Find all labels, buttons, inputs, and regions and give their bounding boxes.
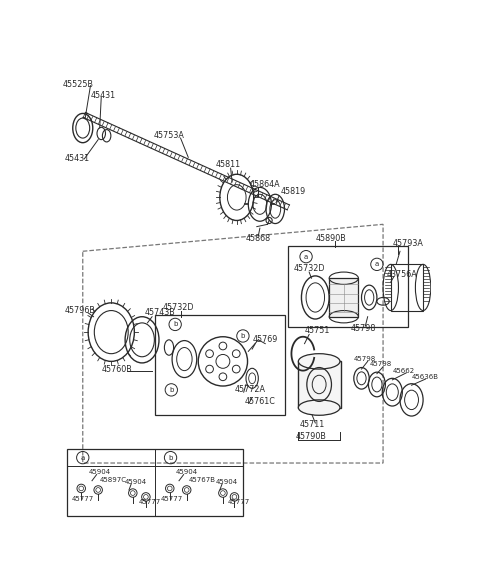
Text: 45798: 45798 <box>351 324 376 333</box>
Bar <box>155 315 285 415</box>
Text: 45636B: 45636B <box>411 374 439 380</box>
Text: 45753A: 45753A <box>154 131 184 140</box>
Text: a: a <box>375 261 379 267</box>
Text: 45904: 45904 <box>176 469 198 475</box>
Text: 45743B: 45743B <box>144 308 175 318</box>
Text: 45798: 45798 <box>354 356 376 362</box>
Text: 45760B: 45760B <box>101 364 132 374</box>
Text: 45904: 45904 <box>89 469 111 475</box>
Text: 45793A: 45793A <box>392 239 423 248</box>
Text: 45897C: 45897C <box>100 477 127 483</box>
Bar <box>288 246 408 327</box>
Text: 45732D: 45732D <box>163 303 194 312</box>
Text: 45864A: 45864A <box>250 180 280 189</box>
Text: a: a <box>304 254 308 260</box>
Text: 43756A: 43756A <box>386 270 417 279</box>
Text: b: b <box>241 333 245 339</box>
Text: 45732D: 45732D <box>294 264 325 274</box>
Text: 45769: 45769 <box>252 335 277 345</box>
Text: 45772A: 45772A <box>234 386 265 394</box>
Bar <box>329 278 359 316</box>
Text: 45662: 45662 <box>392 367 414 374</box>
Text: 45890B: 45890B <box>315 234 346 243</box>
Text: b: b <box>169 387 173 393</box>
Text: 45767B: 45767B <box>188 477 215 483</box>
Text: 45777: 45777 <box>138 499 160 505</box>
Ellipse shape <box>299 354 340 369</box>
Bar <box>391 264 423 311</box>
Text: 45904: 45904 <box>216 479 238 485</box>
Text: 45811: 45811 <box>215 160 240 169</box>
Bar <box>299 362 341 408</box>
Text: 45777: 45777 <box>71 496 94 502</box>
Text: a: a <box>81 455 85 461</box>
Ellipse shape <box>299 400 340 415</box>
Text: b: b <box>173 321 177 328</box>
Text: 45525B: 45525B <box>63 80 94 88</box>
Text: b: b <box>168 455 173 461</box>
Text: 45904: 45904 <box>125 479 147 485</box>
Bar <box>67 449 243 516</box>
Text: 45790B: 45790B <box>296 431 327 441</box>
Text: 45777: 45777 <box>228 499 250 505</box>
Text: 45751: 45751 <box>304 326 330 335</box>
Text: 45761C: 45761C <box>244 397 276 406</box>
Text: 45777: 45777 <box>160 496 183 502</box>
Text: 45798: 45798 <box>369 362 392 367</box>
Text: 45868: 45868 <box>246 234 271 243</box>
Text: 45819: 45819 <box>281 188 306 196</box>
Text: 45431: 45431 <box>65 154 90 163</box>
Text: 45711: 45711 <box>300 420 325 429</box>
Text: 45796B: 45796B <box>65 306 96 315</box>
Text: 45431: 45431 <box>90 91 116 100</box>
